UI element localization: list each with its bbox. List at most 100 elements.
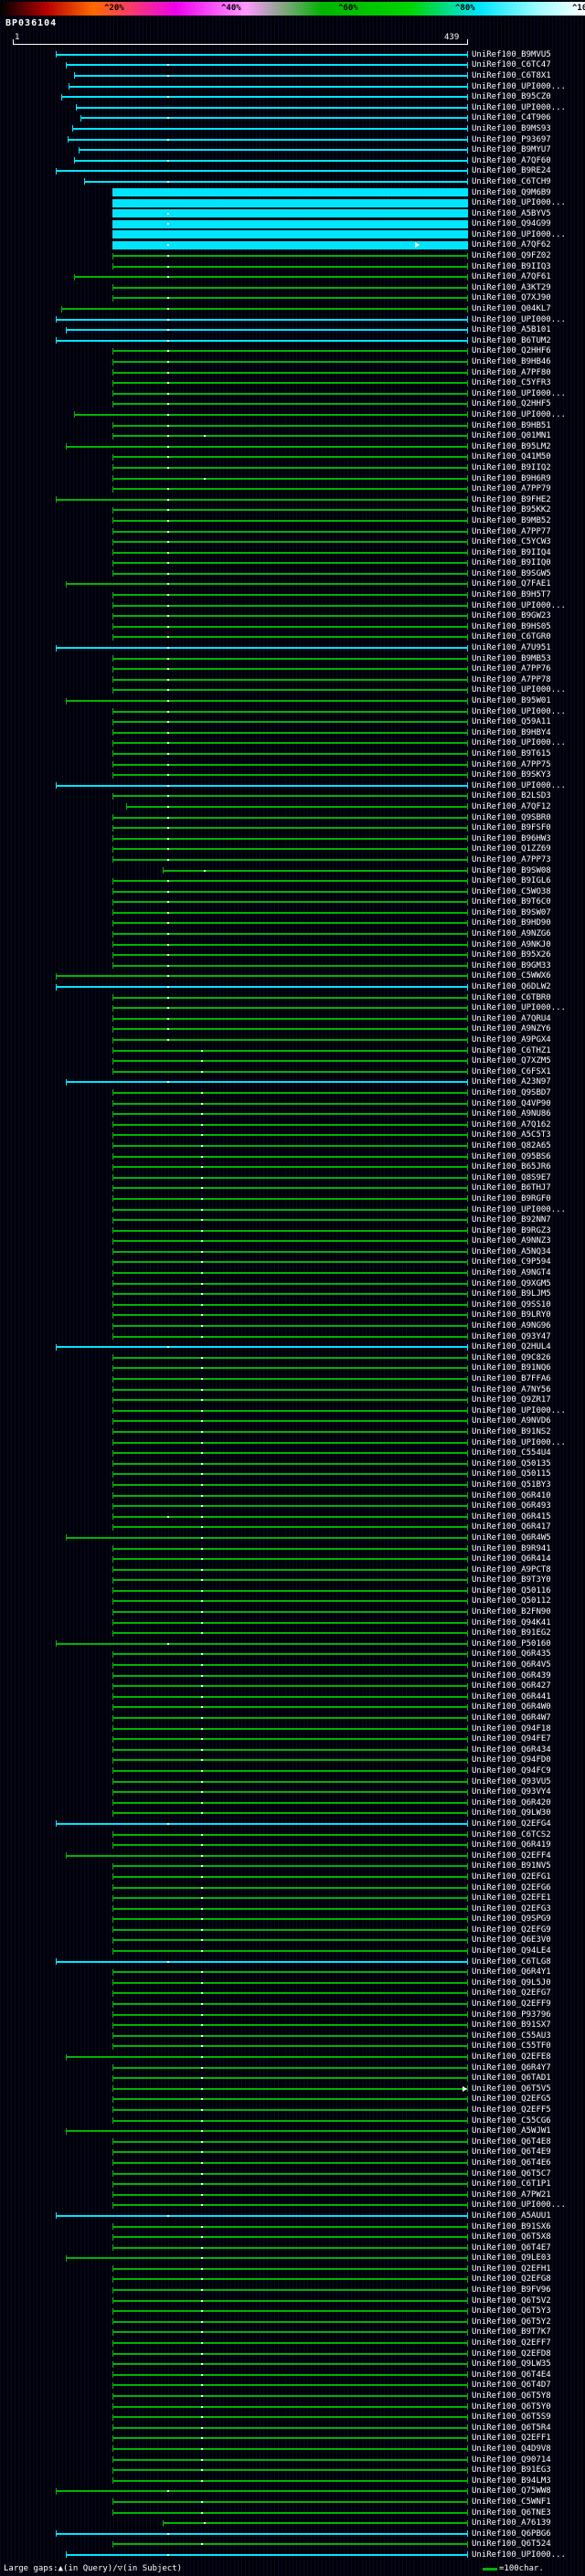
hit-bar[interactable] xyxy=(74,157,468,164)
hit-bar[interactable] xyxy=(55,1343,469,1351)
hit-bar[interactable] xyxy=(112,2445,468,2453)
hit-bar[interactable] xyxy=(112,1417,468,1425)
hit-bar[interactable] xyxy=(112,2223,468,2231)
hit-bar[interactable] xyxy=(112,1619,468,1627)
hit-bar[interactable] xyxy=(112,718,468,726)
hit-bar[interactable] xyxy=(65,1534,468,1542)
hit-bar[interactable] xyxy=(112,1979,468,1987)
hit-bar[interactable] xyxy=(112,1396,468,1404)
hit-bar[interactable] xyxy=(112,1884,468,1892)
hit-bar[interactable] xyxy=(112,951,468,959)
hit-bar[interactable] xyxy=(112,1470,468,1478)
hit-bar[interactable] xyxy=(112,2360,468,2368)
hit-bar[interactable] xyxy=(112,1004,468,1012)
hit-bar[interactable] xyxy=(112,1809,468,1817)
hit-bar[interactable] xyxy=(55,1820,469,1828)
hit-bar[interactable] xyxy=(112,1513,468,1521)
hit-bar[interactable] xyxy=(112,2477,468,2485)
hit-bar[interactable] xyxy=(112,2434,468,2442)
hit-bar[interactable] xyxy=(112,1322,468,1330)
hit-bar[interactable] xyxy=(112,1386,468,1394)
hit-bar[interactable] xyxy=(112,888,468,896)
hit-bar[interactable] xyxy=(112,485,468,493)
hit-bar[interactable] xyxy=(112,475,468,482)
hit-bar[interactable] xyxy=(125,803,469,811)
hit-bar[interactable] xyxy=(55,2212,469,2220)
hit-bar[interactable] xyxy=(74,72,468,80)
hit-bar[interactable] xyxy=(112,1778,468,1786)
hit-bar[interactable] xyxy=(112,1703,468,1711)
hit-bar[interactable] xyxy=(112,2297,468,2305)
hit-bar[interactable] xyxy=(112,2074,468,2082)
hit-bar[interactable] xyxy=(112,1258,468,1266)
hit-bar[interactable] xyxy=(55,644,469,652)
hit-bar[interactable] xyxy=(112,1555,468,1563)
hit-bar[interactable] xyxy=(112,1947,468,1955)
hit-bar[interactable] xyxy=(112,2201,468,2209)
hit-bar[interactable] xyxy=(112,2095,468,2103)
hit-bar[interactable] xyxy=(112,1523,468,1531)
hit-bar[interactable] xyxy=(112,856,468,864)
hit-bar[interactable] xyxy=(112,2138,468,2146)
hit-bar[interactable] xyxy=(112,2275,468,2283)
hit-bar[interactable] xyxy=(112,676,468,684)
hit-bar[interactable] xyxy=(55,496,469,504)
hit-bar[interactable] xyxy=(112,1831,468,1839)
hit-bar[interactable] xyxy=(112,1629,468,1637)
hit-bar[interactable] xyxy=(55,2487,469,2495)
hit-bar[interactable] xyxy=(65,2053,468,2061)
hit-bar[interactable] xyxy=(112,2540,468,2548)
hit-bar[interactable] xyxy=(112,1121,468,1129)
hit-bar[interactable] xyxy=(65,2254,468,2262)
hit-bar[interactable] xyxy=(112,1576,468,1584)
hit-bar[interactable] xyxy=(112,2032,468,2040)
hit-bar[interactable] xyxy=(112,930,468,938)
hit-bar[interactable] xyxy=(112,623,468,631)
hit-bar[interactable] xyxy=(112,538,468,546)
hit-bar[interactable] xyxy=(112,761,468,769)
hit-bar[interactable] xyxy=(112,814,468,822)
hit-bar[interactable] xyxy=(112,824,468,832)
hit-bar[interactable] xyxy=(112,771,468,779)
hit-bar[interactable] xyxy=(112,549,468,557)
hit-bar[interactable] xyxy=(65,1852,468,1860)
hit-bar[interactable] xyxy=(112,1693,468,1701)
hit-bar[interactable] xyxy=(112,633,468,641)
hit-bar[interactable] xyxy=(112,1449,468,1457)
hit-bar[interactable] xyxy=(55,972,469,980)
hit-bar[interactable] xyxy=(112,708,468,716)
hit-bar[interactable] xyxy=(112,1894,468,1902)
hit-bar[interactable] xyxy=(112,2456,468,2464)
hit-bar[interactable] xyxy=(112,1746,468,1754)
hit-bar[interactable] xyxy=(112,845,468,853)
hit-bar[interactable] xyxy=(112,1725,468,1733)
hit-bar[interactable] xyxy=(55,1958,469,1966)
hit-bar[interactable] xyxy=(112,2064,468,2072)
hit-bar[interactable] xyxy=(78,146,469,154)
hit-bar[interactable] xyxy=(112,1661,468,1669)
hit-bar[interactable] xyxy=(71,125,469,133)
hit-bar[interactable] xyxy=(112,1735,468,1743)
hit-bar[interactable] xyxy=(112,1873,468,1881)
hit-bar[interactable] xyxy=(112,1767,468,1775)
hit-bar[interactable] xyxy=(112,1905,468,1913)
hit-bar[interactable] xyxy=(112,1237,468,1245)
hit-bar[interactable] xyxy=(65,61,468,69)
hit-bar[interactable] xyxy=(112,263,468,270)
hit-bar[interactable] xyxy=(112,739,468,747)
hit-bar[interactable] xyxy=(112,1290,468,1298)
hit-bar[interactable] xyxy=(55,167,469,175)
hit-bar[interactable] xyxy=(112,294,468,302)
hit-bar[interactable] xyxy=(55,782,469,790)
hit-bar[interactable] xyxy=(112,1364,468,1372)
hit-bar[interactable] xyxy=(112,2498,468,2506)
hit-bar[interactable] xyxy=(112,612,468,620)
hit-bar[interactable] xyxy=(112,655,468,663)
hit-bar[interactable] xyxy=(112,2117,468,2125)
hit-bar[interactable] xyxy=(112,994,468,1002)
hit-bar[interactable] xyxy=(112,2403,468,2411)
hit-bar[interactable] xyxy=(112,1068,468,1076)
hit-bar[interactable] xyxy=(112,2244,468,2252)
hit-bar[interactable] xyxy=(112,2021,468,2029)
hit-bar[interactable] xyxy=(68,136,468,143)
